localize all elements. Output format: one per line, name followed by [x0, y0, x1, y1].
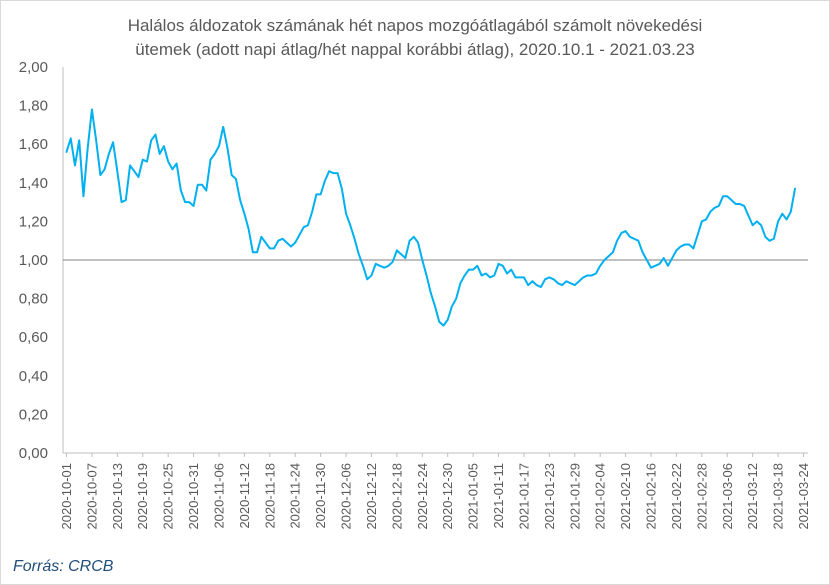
y-tick-label: 0,00	[19, 445, 48, 462]
y-tick-label: 1,40	[19, 175, 48, 192]
x-tick-label: 2020-11-24	[288, 463, 303, 529]
x-tick-label: 2020-10-01	[59, 463, 74, 530]
x-tick-label: 2020-12-24	[415, 463, 430, 530]
x-tick-label: 2021-01-17	[516, 463, 531, 530]
series-line	[65, 108, 797, 327]
x-tick-label: 2020-11-18	[262, 463, 277, 529]
x-tick-label: 2021-01-11	[491, 463, 506, 529]
y-tick-label: 1,20	[19, 213, 48, 230]
x-tick-label: 2021-02-10	[618, 463, 633, 530]
source-note: Forrás: CRCB	[13, 558, 114, 575]
y-tick-label: 1,00	[19, 252, 48, 269]
x-tick-label: 2021-03-18	[771, 463, 786, 530]
x-tick-label: 2021-01-05	[466, 463, 481, 530]
y-tick-label: 0,80	[19, 291, 48, 308]
x-tick-label: 2021-01-29	[567, 463, 582, 530]
x-tick-label: 2021-03-24	[796, 463, 811, 530]
x-tick-label: 2021-03-12	[745, 463, 760, 530]
plot-area	[63, 108, 808, 327]
x-tick-label: 2020-11-12	[237, 463, 252, 529]
y-tick-label: 1,60	[19, 136, 48, 153]
x-tick-label: 2020-10-13	[110, 463, 125, 530]
y-tick-label: 0,60	[19, 329, 48, 346]
chart-title-line-1: Halálos áldozatok számának hét napos moz…	[127, 16, 703, 35]
x-tick-label: 2021-03-06	[720, 463, 735, 530]
x-tick-label: 2020-10-31	[186, 463, 201, 530]
x-tick-label: 2021-02-16	[644, 463, 659, 530]
chart-title: Halálos áldozatok számának hét napos moz…	[0, 14, 830, 62]
x-tick-label: 2021-02-28	[694, 463, 709, 530]
x-tick-label: 2020-11-06	[211, 463, 226, 529]
x-tick-label: 2020-10-19	[135, 463, 150, 530]
chart-title-line-2: ütemek (adott napi átlag/hét nappal korá…	[135, 40, 695, 59]
x-tick-label: 2020-10-25	[161, 463, 176, 530]
x-tick-label: 2020-12-18	[389, 463, 404, 530]
y-tick-label: 1,80	[19, 98, 48, 115]
x-tick-label: 2020-12-30	[440, 463, 455, 530]
x-tick-label: 2020-12-06	[339, 463, 354, 530]
y-tick-label: 2,00	[19, 59, 48, 76]
x-tick-label: 2021-02-22	[669, 463, 684, 530]
x-tick-label: 2021-01-23	[542, 463, 557, 530]
x-tick-label: 2020-12-12	[364, 463, 379, 530]
x-tick-label: 2021-02-04	[593, 463, 608, 530]
y-tick-label: 0,40	[19, 368, 48, 385]
x-tick-label: 2020-10-07	[84, 463, 99, 530]
y-axis: 0,00 0,20 0,40 0,60 0,80 1,00 1,20 1,40 1,60 1,80…	[19, 59, 64, 462]
x-axis: 2020-10-01 2020-10-07 2020-10-13 2020-10-19…	[59, 452, 811, 530]
y-tick-label: 0,20	[19, 406, 48, 423]
x-tick-label: 2020-11-30	[313, 463, 328, 529]
